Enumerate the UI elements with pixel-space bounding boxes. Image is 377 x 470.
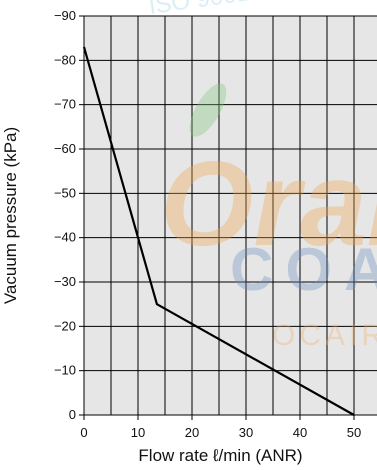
y-tick-label: −10 [54, 363, 76, 378]
x-axis-title: Flow rate ℓ/min (ANR) [138, 446, 302, 465]
y-tick-label: −70 [54, 97, 76, 112]
x-tick-label: 40 [293, 425, 307, 440]
y-tick-label: −80 [54, 52, 76, 67]
x-tick-label: 10 [131, 425, 145, 440]
x-axis-ticks: 0 10 20 30 40 50 [80, 415, 361, 440]
y-tick-label: −90 [54, 8, 76, 23]
x-tick-label: 20 [185, 425, 199, 440]
watermark-line2: COAST [230, 236, 377, 303]
y-tick-label: −20 [54, 318, 76, 333]
y-tick-label: 0 [69, 407, 76, 422]
watermark-brand: Orange [160, 137, 377, 271]
y-tick-label: −50 [54, 185, 76, 200]
y-tick-label: −30 [54, 274, 76, 289]
plot-frame [83, 15, 377, 416]
y-axis-title: Vacuum pressure (kPa) [1, 127, 20, 304]
watermark-line3: OCAIR [272, 319, 377, 352]
series-line [82, 46, 355, 416]
gridlines [83, 15, 377, 416]
x-tick-label: 50 [347, 425, 361, 440]
x-tick-label: 30 [239, 425, 253, 440]
watermark-logo: ISO 9001 Orange COAST OCAIR [147, 0, 377, 352]
y-tick-label: −60 [54, 141, 76, 156]
y-axis-ticks: 0 −10 −20 −30 −40 −50 −60 −70 −80 −90 [54, 8, 84, 422]
y-tick-label: −40 [54, 230, 76, 245]
x-tick-label: 0 [80, 425, 87, 440]
watermark-leaf-icon [189, 83, 227, 137]
